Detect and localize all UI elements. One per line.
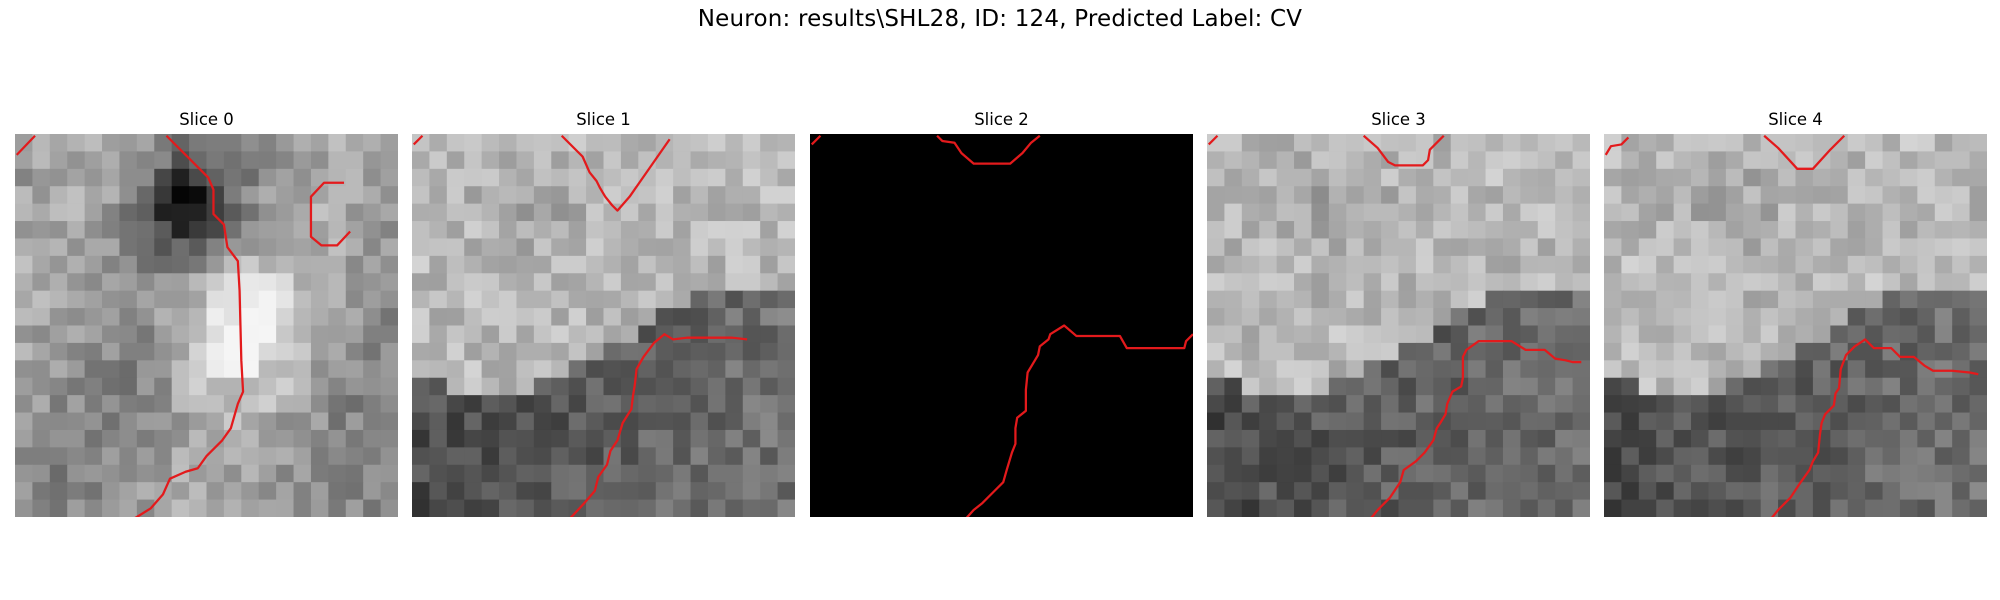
segmentation-contour xyxy=(936,134,1041,165)
segmentation-contour xyxy=(412,134,424,146)
segmentation-contour xyxy=(810,134,822,146)
segmentation-contour xyxy=(1771,338,1979,517)
segmentation-contour xyxy=(560,134,671,212)
slice-panel: Slice 4 xyxy=(1604,108,1987,517)
slice-panel: Slice 0 xyxy=(15,108,398,517)
segmentation-contour xyxy=(134,134,245,517)
slice-panel: Slice 3 xyxy=(1207,108,1590,517)
segmentation-contour xyxy=(1763,134,1846,170)
segmentation-contour xyxy=(569,333,748,517)
slice-panel: Slice 2 xyxy=(810,108,1193,517)
slice-image xyxy=(810,134,1193,517)
segmentation-contour xyxy=(1207,134,1219,146)
slice-image xyxy=(15,134,398,517)
slice-image xyxy=(1604,134,1987,517)
slice-title: Slice 2 xyxy=(974,110,1029,129)
slice-title: Slice 4 xyxy=(1768,110,1823,129)
segmentation-contour xyxy=(1362,134,1445,167)
segmentation-contour xyxy=(309,181,351,247)
slice-panel: Slice 1 xyxy=(412,108,795,517)
segmentation-contour xyxy=(965,324,1193,517)
slice-title: Slice 3 xyxy=(1371,110,1426,129)
slice-image xyxy=(412,134,795,517)
slice-title: Slice 0 xyxy=(179,110,234,129)
slice-title: Slice 1 xyxy=(576,110,631,129)
segmentation-contour xyxy=(1370,340,1582,517)
slice-image xyxy=(1207,134,1590,517)
figure-title: Neuron: results\SHL28, ID: 124, Predicte… xyxy=(697,6,1303,32)
segmentation-contour xyxy=(1604,136,1630,156)
segmentation-contour xyxy=(15,134,36,156)
